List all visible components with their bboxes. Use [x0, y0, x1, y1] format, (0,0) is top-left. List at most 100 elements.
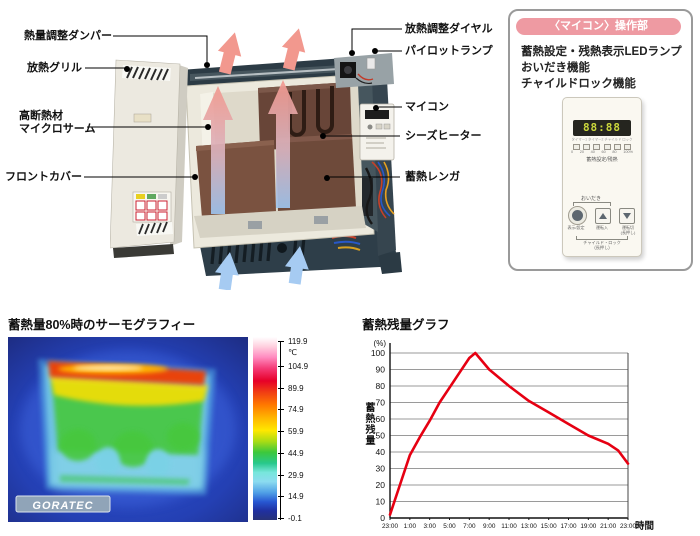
top-control-unit	[334, 53, 394, 88]
led-scale-tick: 60	[601, 150, 606, 154]
callout-insulation: 高断熱材 マイクロサーム	[19, 110, 96, 135]
x-tick-label: 5:00	[443, 523, 456, 530]
microcomputer-box	[359, 103, 395, 161]
y-tick-label: 80	[376, 381, 386, 391]
feature-list: 蓄熱設定・残熱表示LEDランプ おいだき機能 チャイルドロック機能	[521, 44, 682, 92]
brick-front-right	[276, 134, 356, 212]
chart-y-axis-label: 蓄熱残量	[363, 402, 374, 446]
thermo-scale-label: 104.9	[288, 362, 309, 371]
y-tick-label: 90	[376, 365, 386, 375]
goratec-logo: GORATEC	[15, 495, 111, 513]
display-sub-labels: タイマー1 タイマー2 チャイルド ロック	[571, 137, 633, 142]
run-on-label: 運転入	[596, 225, 608, 230]
x-tick-label: 17:00	[561, 523, 577, 530]
x-tick-label: 15:00	[541, 523, 557, 530]
y-tick-label: 70	[376, 398, 386, 408]
callout-pilot-lamp: パイロットランプ	[405, 45, 493, 57]
y-tick-label: 20	[376, 480, 386, 490]
thermo-colorbar	[253, 337, 277, 520]
thermo-scale-tick	[278, 517, 284, 519]
thermo-scale-tick	[278, 431, 284, 433]
led-indicator	[623, 144, 631, 150]
thermo-scale-unit: ℃	[288, 348, 297, 357]
x-tick-label: 9:00	[483, 523, 496, 530]
y-tick-label: 60	[376, 414, 386, 424]
led-scale-tick: 0	[571, 150, 574, 154]
child-lock-label: チャイルド・ロック (長押し)	[583, 240, 621, 250]
led-indicator	[593, 144, 601, 150]
panel-buttons	[568, 206, 635, 225]
x-tick-label: 23:00	[382, 523, 398, 530]
front-cover-base	[113, 244, 174, 258]
thermo-scale-tick	[278, 387, 284, 389]
led-scale-tick: 20	[579, 150, 584, 154]
x-axis-label: 時間	[635, 520, 654, 532]
callout-brick: 蓄熱レンガ	[405, 171, 460, 183]
thermo-scale-label: 59.9	[288, 427, 304, 437]
x-tick-label: 11:00	[501, 523, 517, 530]
inner-component	[362, 178, 373, 216]
run-off-label: 運転切 (長押し)	[620, 225, 636, 235]
led-time-display: 88:88	[573, 120, 631, 136]
airflow-arrow-internal-right	[268, 80, 298, 208]
x-tick-label: 21:00	[600, 523, 616, 530]
x-tick-label: 1:00	[404, 523, 417, 530]
thermo-scale-tick	[278, 452, 284, 454]
front-vent-bottom-hatch	[138, 221, 168, 235]
thermography-image: GORATEC	[8, 337, 248, 522]
led-scale-tick: 100%	[623, 150, 633, 154]
oidaki-bracket	[573, 202, 611, 206]
callout-leader-lines	[84, 28, 402, 181]
callout-micon: マイコン	[405, 101, 449, 113]
y-unit-label: (%)	[374, 339, 387, 348]
feature-item: 蓄熱設定・残熱表示LEDランプ	[521, 46, 682, 58]
thermo-scale-label: -0.1	[288, 513, 302, 523]
led-indicator	[583, 144, 591, 150]
y-tick-label: 100	[371, 348, 385, 358]
display-set-label: 表示/設定	[567, 225, 585, 230]
info-box-title: 〈マイコン〉操作部	[516, 18, 681, 35]
thermo-scale: 119.9 104.9 89.9 74.9 59.9 44.9 29.9 14.9 -0.1 ℃	[278, 337, 324, 525]
led-indicator	[613, 144, 621, 150]
callout-grill: 放熱グリル	[27, 62, 82, 74]
remaining-heat-chart: 0 10 20 30 40 50 60 70 80 90 100(%) 23:00 1:00 3:00 5:…	[371, 339, 654, 532]
thermo-scale-tick	[278, 409, 284, 411]
display-set-button	[568, 206, 587, 225]
svg-text:GORATEC: GORATEC	[32, 500, 93, 512]
thermo-scale-tick	[278, 474, 284, 476]
x-tick-label: 19:00	[580, 523, 596, 530]
callout-dots	[124, 48, 379, 181]
spec-sticker	[133, 113, 152, 123]
charge-led-label: 蓄熱設定/残熱	[586, 157, 618, 163]
thermo-scale-label: 29.9	[288, 470, 304, 480]
control-panel-illustration: 88:88 タイマー1 タイマー2 チャイルド ロック 0 20 40 60 80 100…	[562, 97, 642, 257]
x-tick-label: 3:00	[423, 523, 436, 530]
thermo-bottom-strip	[60, 475, 190, 485]
thermo-title: 蓄熱量80%時のサーモグラフィー	[8, 318, 196, 332]
charge-led-row	[573, 144, 631, 150]
thermo-scale-label: 89.9	[288, 383, 304, 393]
ledge-bracket	[248, 221, 262, 229]
micon-info-box: 〈マイコン〉操作部 蓄熱設定・残熱表示LEDランプ おいだき機能 チャイルドロッ…	[508, 9, 693, 271]
airflow-arrow-internal-left	[203, 86, 233, 214]
charge-led-scale: 0 20 40 60 80 100%	[571, 150, 633, 154]
thermo-scale-tick	[278, 366, 284, 367]
y-tick-label: 50	[376, 431, 386, 441]
sheath-heater-element	[288, 86, 334, 137]
callout-dial: 放熱調整ダイヤル	[405, 23, 493, 35]
chart-title: 蓄熱残量グラフ	[362, 318, 450, 332]
thermo-scale-line	[280, 341, 281, 520]
callout-damper: 熱量調整ダンパー	[24, 30, 112, 42]
y-tick-label: 10	[376, 497, 386, 507]
heater-cutaway-photo	[110, 28, 402, 290]
down-triangle-icon	[623, 212, 631, 219]
heater-foot	[378, 252, 402, 274]
x-tick-label: 7:00	[463, 523, 476, 530]
feature-item: おいだき機能	[521, 62, 590, 74]
led-indicator	[603, 144, 611, 150]
x-tick-label: 13:00	[521, 523, 537, 530]
thermo-scale-label: 74.9	[288, 405, 304, 415]
callout-front-cover: フロントカバー	[5, 171, 82, 183]
thermo-scale-label: 14.9	[288, 492, 304, 502]
